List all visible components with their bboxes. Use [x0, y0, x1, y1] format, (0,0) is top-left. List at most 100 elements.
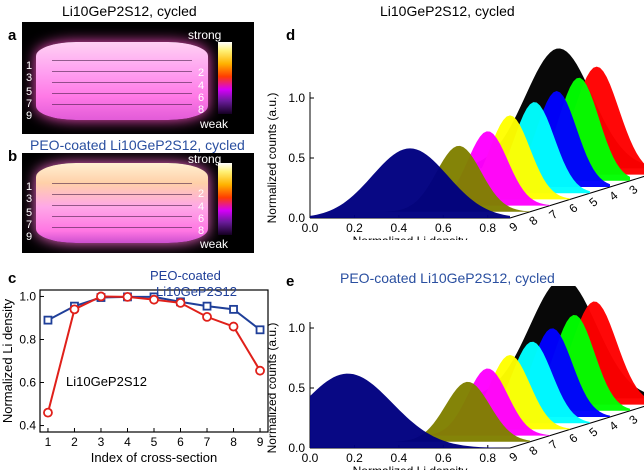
x-tick-label: 0.2 [346, 451, 363, 465]
x-tick-label: 4 [124, 435, 131, 449]
panel-c-line-chart: 1 2 3 4 5 6 7 8 9 0.4 0.6 0.8 1.0 Index of cross-sect… [0, 268, 269, 465]
data-point [228, 321, 239, 332]
z-tick-label: 4 [606, 188, 620, 203]
density-slice [310, 148, 510, 218]
panel-a-section-label: 5 [26, 86, 33, 98]
x-tick-label: 6 [177, 435, 184, 449]
y-tick-label: 0.5 [288, 381, 305, 395]
panel-d-waterfall-chart: 0.0 0.5 1.0 0.0 0.2 0.4 0.6 0.8 Normalized Li de… [265, 48, 644, 240]
y-tick-label: 1.0 [19, 289, 36, 303]
x-tick-label: 0.0 [302, 221, 319, 235]
series-label-red: Li10GeP2S12 [66, 374, 147, 389]
density-slice [310, 373, 510, 448]
data-point [229, 304, 238, 314]
panel-a-section-label: 2 [198, 67, 205, 79]
data-point [43, 407, 53, 418]
x-tick-label: 8 [230, 435, 237, 449]
panel-a-section-label: 3 [26, 72, 33, 84]
series-line [46, 295, 261, 413]
panel-b-section-label: 2 [198, 188, 205, 200]
x-tick-label: 0.8 [479, 451, 496, 465]
panel-b-tomography-image: strong weak 1 3 5 7 9 2 4 6 8 [22, 153, 254, 253]
z-tick-label: 3 [626, 412, 640, 427]
y-tick-label: 0.0 [288, 211, 305, 225]
panel-a-colorbar [218, 42, 232, 114]
x-tick-label: 2 [71, 435, 78, 449]
data-point [149, 294, 159, 305]
x-tick-label: 1 [45, 435, 52, 449]
series-label-blue: Li10GeP2S12 [156, 284, 237, 299]
density-slice [390, 102, 590, 194]
panel-a-section-label: 1 [26, 60, 33, 72]
z-tick-label: 5 [586, 424, 600, 439]
x-tick-label: 9 [257, 435, 264, 449]
panel-a-section-label: 4 [198, 80, 205, 92]
y-axis-label: Normalized counts (a.u.) [265, 93, 279, 224]
panel-b-section-label: 1 [26, 181, 33, 193]
x-tick-label: 5 [151, 435, 158, 449]
density-slice [370, 115, 570, 200]
density-slice [350, 368, 550, 436]
panel-e-waterfall-chart: 0.0 0.5 1.0 0.0 0.2 0.4 0.6 0.8 Normalized Li de… [265, 286, 644, 470]
z-tick-label: 9 [506, 449, 520, 464]
density-slice [390, 341, 590, 424]
x-tick-label: 0.8 [479, 221, 496, 235]
panel-a-tomography-image: strong weak 1 3 5 7 9 2 4 6 8 [22, 22, 254, 134]
data-point [43, 315, 53, 325]
data-point [255, 365, 265, 376]
z-axis [509, 405, 644, 449]
data-point [122, 291, 133, 302]
z-tick-label: 5 [586, 194, 600, 209]
x-tick-label: 0.0 [302, 451, 319, 465]
data-point [69, 304, 80, 315]
panel-b-scale-high: strong [188, 153, 222, 166]
panel-a-section-label: 8 [198, 104, 205, 116]
panel-a-cross-section-lines [52, 50, 192, 112]
panel-a-title: Li10GeP2S12, cycled [62, 3, 197, 19]
data-point [255, 325, 265, 335]
z-tick-label: 6 [566, 201, 580, 216]
panel-b-section-label: 6 [198, 213, 205, 225]
x-tick-label: 7 [204, 435, 211, 449]
panel-b-section-label: 9 [26, 231, 33, 243]
panel-b-section-label: 5 [26, 207, 33, 219]
y-tick-label: 0.0 [288, 441, 305, 455]
x-tick-label: 0.2 [346, 221, 363, 235]
panel-b-section-label: 7 [26, 219, 33, 231]
z-tick-label: 6 [566, 431, 580, 446]
density-slice [350, 131, 550, 206]
panel-b-section-label: 8 [198, 225, 205, 237]
panel-d-title: Li10GeP2S12, cycled [380, 3, 515, 19]
x-tick-label: 0.6 [435, 221, 452, 235]
panel-a-scale-low: weak [200, 117, 229, 131]
panel-b-title: PEO-coated Li10GeP2S12, cycled [30, 137, 245, 153]
panel-e-title: PEO-coated Li10GeP2S12, cycled [340, 270, 555, 286]
density-slice [330, 145, 530, 212]
density-slice [370, 355, 570, 430]
x-axis-label: Normalized Li density [353, 464, 468, 470]
z-tick-label: 3 [626, 182, 640, 197]
panel-label-e: e [286, 273, 295, 290]
panel-label-b: b [8, 148, 18, 165]
panel-label-d: d [286, 27, 296, 44]
x-tick-label: 0.4 [391, 451, 408, 465]
y-tick-label: 0.5 [288, 151, 305, 165]
panel-b-scale-low: weak [200, 237, 229, 251]
y-tick-label: 0.4 [19, 419, 36, 433]
y-tick-label: 1.0 [288, 91, 305, 105]
panel-label-a: a [8, 27, 17, 44]
z-tick-label: 4 [606, 418, 620, 433]
z-tick-label: 7 [546, 437, 560, 452]
x-axis-label: Index of cross-section [91, 450, 217, 465]
panel-b-section-label: 4 [198, 201, 205, 213]
z-tick-label: 8 [526, 213, 540, 228]
panel-b-colorbar [218, 163, 232, 235]
data-point [175, 298, 186, 308]
panel-a-scale-high: strong [188, 28, 222, 42]
z-tick-label: 8 [526, 443, 540, 458]
series-label-blue: PEO-coated [150, 268, 221, 283]
panel-b-cross-section-lines [52, 173, 192, 235]
panel-b-section-label: 3 [26, 193, 33, 205]
density-slice [330, 381, 530, 442]
y-tick-label: 0.6 [19, 376, 36, 390]
